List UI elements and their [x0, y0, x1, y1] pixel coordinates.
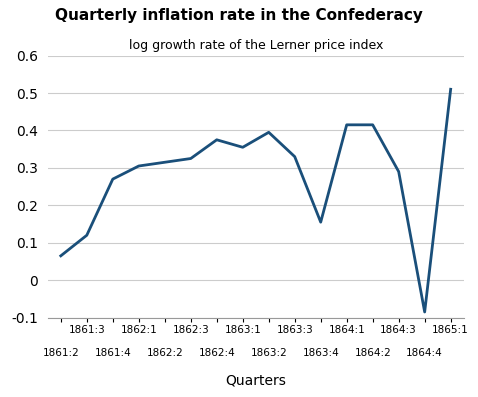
Text: 1864:2: 1864:2: [354, 348, 391, 358]
Text: 1861:4: 1861:4: [94, 348, 131, 358]
Text: 1862:2: 1862:2: [146, 348, 183, 358]
Title: log growth rate of the Lerner price index: log growth rate of the Lerner price inde…: [129, 39, 383, 52]
Text: 1863:2: 1863:2: [250, 348, 287, 358]
Text: 1863:4: 1863:4: [302, 348, 339, 358]
Text: 1861:2: 1861:2: [43, 348, 79, 358]
Text: 1862:4: 1862:4: [198, 348, 235, 358]
X-axis label: Quarters: Quarters: [225, 374, 286, 387]
Text: 1864:4: 1864:4: [406, 348, 443, 358]
Text: Quarterly inflation rate in the Confederacy: Quarterly inflation rate in the Confeder…: [55, 8, 423, 23]
